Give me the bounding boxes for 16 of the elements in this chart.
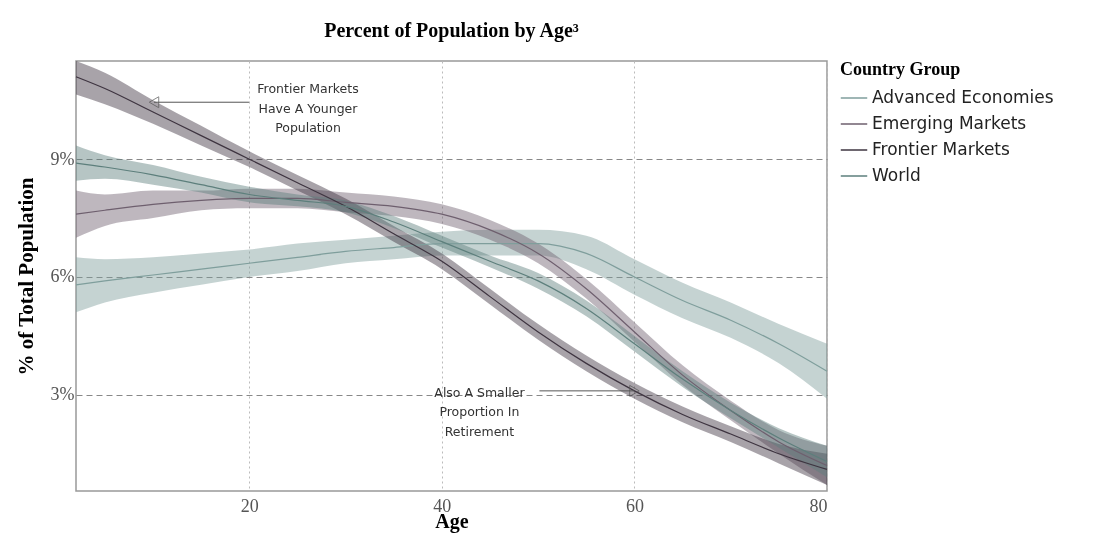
x-tick-label: 20 bbox=[240, 495, 259, 516]
y-axis-title: % of Total Population bbox=[13, 177, 38, 376]
x-tick-label: 60 bbox=[625, 495, 644, 516]
annotation: Frontier Markets Have A Younger Population bbox=[257, 81, 359, 136]
legend-label: Advanced Economies bbox=[872, 87, 1054, 107]
legend-label: Emerging Markets bbox=[872, 113, 1027, 133]
y-tick-label: 9% bbox=[50, 148, 75, 169]
y-tick-label: 6% bbox=[50, 266, 75, 287]
legend-title: Country Group bbox=[840, 59, 961, 79]
annotation: Also A Smaller Proportion In Retirement bbox=[434, 384, 526, 439]
legend-label: World bbox=[872, 165, 921, 185]
x-tick-label: 80 bbox=[809, 495, 828, 516]
y-tick-label: 3% bbox=[50, 384, 75, 405]
line-series bbox=[75, 243, 828, 372]
legend-label: Frontier Markets bbox=[872, 139, 1011, 159]
chart-title: Percent of Population by Age³ bbox=[324, 19, 579, 42]
